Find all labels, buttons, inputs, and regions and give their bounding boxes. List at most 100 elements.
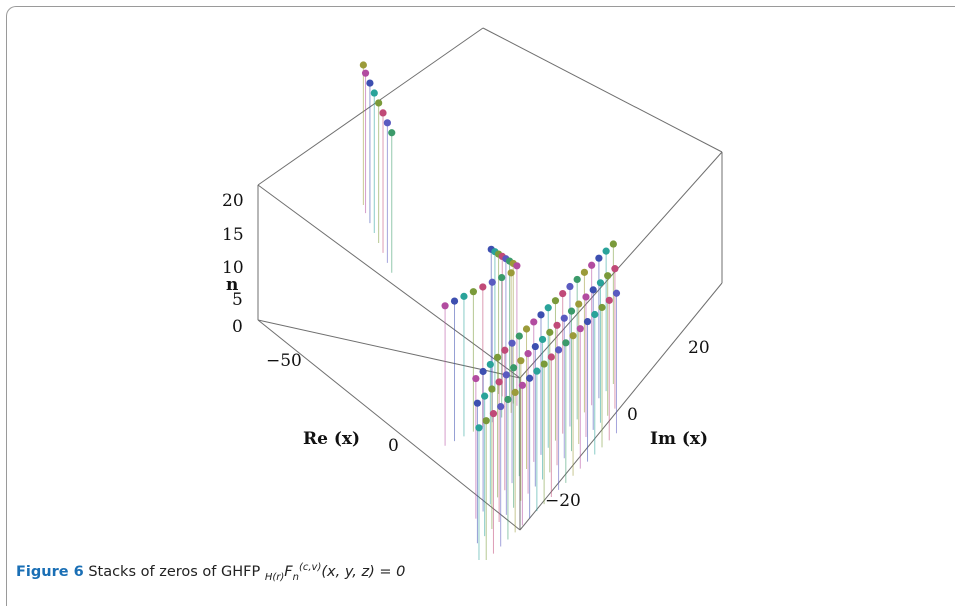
zero-point <box>555 346 562 353</box>
formula-subscript: n <box>293 572 299 583</box>
zero-point <box>513 262 520 269</box>
zero-point <box>488 385 495 392</box>
zero-point <box>545 304 552 311</box>
3d-stem-plot: 0 5 10 15 20 n −50 0 Re (x) −20 0 20 Im … <box>0 0 955 560</box>
zero-point <box>496 378 503 385</box>
zero-point <box>472 375 479 382</box>
zero-point <box>611 265 618 272</box>
zero-point <box>360 61 367 68</box>
zero-point <box>379 109 386 116</box>
zero-point <box>470 288 477 295</box>
zero-point <box>362 70 369 77</box>
zero-point <box>366 80 373 87</box>
zero-point <box>519 382 526 389</box>
zero-point <box>371 89 378 96</box>
zero-point <box>460 293 467 300</box>
formula-left-subscript: H(r) <box>265 572 284 583</box>
zero-point <box>537 311 544 318</box>
formula-superscript: (c,v) <box>299 562 321 573</box>
zero-point <box>603 248 610 255</box>
zero-point <box>481 393 488 400</box>
zero-point <box>516 332 523 339</box>
zero-point <box>483 417 490 424</box>
zero-point <box>546 329 553 336</box>
zero-point <box>517 357 524 364</box>
zero-point <box>584 318 591 325</box>
zero-point <box>568 308 575 315</box>
y-axis-label: Im (x) <box>650 429 708 449</box>
zero-point <box>388 129 395 136</box>
x-axis: −50 0 Re (x) <box>266 351 399 456</box>
zero-point <box>530 318 537 325</box>
zero-point <box>510 364 517 371</box>
x-axis-label: Re (x) <box>303 429 360 449</box>
zero-point <box>613 290 620 297</box>
figure-caption: Figure 6 Stacks of zeros of GHFP H(r)Fn(… <box>16 562 405 583</box>
zero-point <box>533 368 540 375</box>
zero-point <box>479 368 486 375</box>
zero-point <box>451 297 458 304</box>
stem-lines <box>363 65 616 560</box>
zero-point <box>562 339 569 346</box>
zero-point <box>582 293 589 300</box>
zero-point <box>497 403 504 410</box>
zero-point <box>526 375 533 382</box>
z-tick-label: 0 <box>232 317 243 337</box>
zero-point <box>508 269 515 276</box>
z-axis: 0 5 10 15 20 n <box>222 191 244 337</box>
zero-point <box>539 336 546 343</box>
formula-main: F <box>284 564 292 580</box>
zero-point <box>561 315 568 322</box>
zero-point <box>606 297 613 304</box>
zero-point <box>490 410 497 417</box>
zero-point <box>487 361 494 368</box>
zero-point <box>532 343 539 350</box>
zero-point <box>598 304 605 311</box>
zero-point <box>541 360 548 367</box>
zero-point <box>569 332 576 339</box>
zero-point <box>384 119 391 126</box>
zero-point <box>559 290 566 297</box>
zero-point <box>489 279 496 286</box>
zero-point <box>508 340 515 347</box>
zero-point <box>581 269 588 276</box>
zero-point <box>501 347 508 354</box>
zero-point <box>523 325 530 332</box>
y-tick-label: −20 <box>545 491 581 511</box>
z-tick-label: 20 <box>222 191 244 211</box>
zero-point <box>591 311 598 318</box>
zero-point <box>504 396 511 403</box>
z-axis-label: n <box>226 275 238 295</box>
y-tick-label: 20 <box>688 338 710 358</box>
zero-point <box>566 283 573 290</box>
zero-point <box>494 354 501 361</box>
formula-args: (x, y, z) = 0 <box>321 564 405 580</box>
zero-point <box>479 283 486 290</box>
zero-point <box>552 297 559 304</box>
zero-point <box>575 300 582 307</box>
zero-point <box>595 255 602 262</box>
zero-point <box>553 322 560 329</box>
zero-point <box>474 400 481 407</box>
zero-point <box>590 286 597 293</box>
y-tick-label: 0 <box>627 405 638 425</box>
zero-point <box>524 350 531 357</box>
z-tick-label: 15 <box>222 225 244 245</box>
zero-point <box>574 276 581 283</box>
zero-point <box>498 274 505 281</box>
zero-point <box>512 389 519 396</box>
x-tick-label: −50 <box>266 351 302 371</box>
zero-point <box>588 262 595 269</box>
figure-label: Figure 6 <box>16 564 84 580</box>
zero-point <box>597 279 604 286</box>
caption-formula: H(r)Fn(c,v)(x, y, z) = 0 <box>265 564 406 580</box>
zero-point <box>441 302 448 309</box>
zero-point <box>503 371 510 378</box>
zero-point <box>375 99 382 106</box>
zero-point <box>577 325 584 332</box>
caption-text: Stacks of zeros of GHFP <box>88 564 260 580</box>
zero-point <box>548 353 555 360</box>
x-tick-label: 0 <box>388 436 399 456</box>
zero-point <box>610 240 617 247</box>
zero-point <box>604 272 611 279</box>
